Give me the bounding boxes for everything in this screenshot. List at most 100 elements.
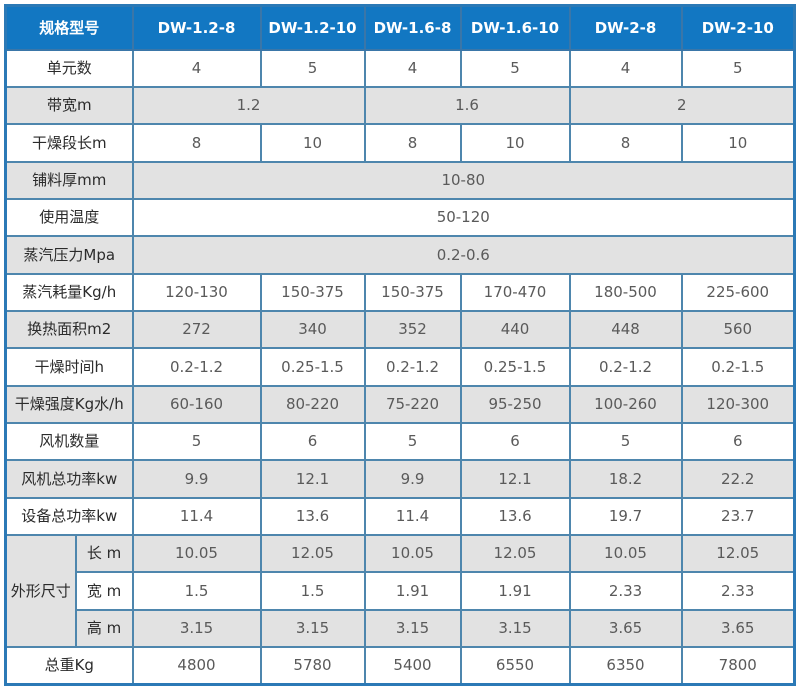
spec-cell: 0.2-1.2 bbox=[363, 347, 462, 387]
spec-cell: 1.2 bbox=[131, 85, 366, 126]
table-row: 干燥强度Kg水/h 60-160 80-220 75-220 95-250 100-260… bbox=[4, 384, 796, 424]
spec-cell: 0.2-1.2 bbox=[131, 347, 262, 387]
spec-cell: 6 bbox=[680, 421, 796, 462]
spec-cell: 10 bbox=[259, 123, 366, 163]
spec-cell: 9.9 bbox=[131, 459, 262, 499]
spec-cell: 10.05 bbox=[568, 533, 683, 574]
spec-cell: 0.2-0.6 bbox=[131, 235, 796, 275]
table-row: 蒸汽耗量Kg/h 120-130 150-375 150-375 170-470 180-… bbox=[4, 272, 796, 312]
spec-cell: 352 bbox=[363, 309, 462, 350]
spec-cell: 3.15 bbox=[131, 608, 262, 649]
table-row: 换热面积m2 272 340 352 440 448 560 bbox=[4, 309, 796, 350]
model-header: DW-1.2-10 bbox=[259, 4, 366, 51]
table-row: 蒸汽压力Mpa 0.2-0.6 bbox=[4, 235, 796, 275]
spec-cell: 5 bbox=[568, 421, 683, 462]
spec-cell: 6350 bbox=[568, 646, 683, 686]
spec-cell: 50-120 bbox=[131, 197, 796, 238]
spec-cell: 448 bbox=[568, 309, 683, 350]
spec-cell: 10.05 bbox=[131, 533, 262, 574]
table-row: 干燥段长m 8 10 8 10 8 10 bbox=[4, 123, 796, 163]
spec-cell: 2 bbox=[568, 85, 796, 126]
spec-cell: 1.91 bbox=[363, 571, 462, 611]
spec-cell: 13.6 bbox=[259, 496, 366, 536]
spec-cell: 150-375 bbox=[363, 272, 462, 312]
row-label: 铺料厚mm bbox=[4, 160, 134, 200]
row-label: 设备总功率kw bbox=[4, 496, 134, 536]
spec-cell: 560 bbox=[680, 309, 796, 350]
spec-cell: 170-470 bbox=[459, 272, 571, 312]
spec-cell: 6 bbox=[259, 421, 366, 462]
spec-cell: 5 bbox=[131, 421, 262, 462]
row-label: 风机总功率kw bbox=[4, 459, 134, 499]
model-header: DW-2-8 bbox=[568, 4, 683, 51]
spec-cell: 2.33 bbox=[680, 571, 796, 611]
row-label: 蒸汽耗量Kg/h bbox=[4, 272, 134, 312]
spec-cell: 5400 bbox=[363, 646, 462, 686]
spec-cell: 120-300 bbox=[680, 384, 796, 424]
spec-cell: 8 bbox=[363, 123, 462, 163]
spec-cell: 4 bbox=[131, 48, 262, 88]
spec-cell: 60-160 bbox=[131, 384, 262, 424]
spec-cell: 0.25-1.5 bbox=[459, 347, 571, 387]
spec-cell: 4 bbox=[568, 48, 683, 88]
spec-cell: 4 bbox=[363, 48, 462, 88]
spec-cell: 180-500 bbox=[568, 272, 683, 312]
table-row: 使用温度 50-120 bbox=[4, 197, 796, 238]
spec-cell: 3.65 bbox=[568, 608, 683, 649]
row-label: 干燥时间h bbox=[4, 347, 134, 387]
spec-cell: 10.05 bbox=[363, 533, 462, 574]
spec-cell: 13.6 bbox=[459, 496, 571, 536]
table-row: 高 m 3.15 3.15 3.15 3.15 3.65 3.65 bbox=[6, 608, 796, 649]
spec-cell: 12.05 bbox=[680, 533, 796, 574]
table-row: 干燥时间h 0.2-1.2 0.25-1.5 0.2-1.2 0.25-1.5 0.2-1… bbox=[4, 347, 796, 387]
row-label: 换热面积m2 bbox=[4, 309, 134, 350]
table-row: 总重Kg 4800 5780 5400 6550 6350 7800 bbox=[4, 646, 796, 686]
table-row: 设备总功率kw 11.4 13.6 11.4 13.6 19.7 23.7 bbox=[4, 496, 796, 536]
model-header: DW-1.6-8 bbox=[363, 4, 462, 51]
spec-cell: 10-80 bbox=[131, 160, 796, 200]
row-label: 单元数 bbox=[4, 48, 134, 88]
model-header: DW-2-10 bbox=[680, 4, 796, 51]
dimension-sub-label: 高 m bbox=[74, 608, 134, 649]
spec-cell: 12.1 bbox=[259, 459, 366, 499]
spec-table-body: 单元数 4 5 4 5 4 5 带宽m 1.2 1.6 2 干燥段长m 8 10 8 10 8 10 铺料厚mm 10… bbox=[4, 48, 796, 686]
spec-cell: 22.2 bbox=[680, 459, 796, 499]
spec-cell: 272 bbox=[131, 309, 262, 350]
spec-cell: 10 bbox=[459, 123, 571, 163]
spec-cell: 5 bbox=[363, 421, 462, 462]
spec-cell: 9.9 bbox=[363, 459, 462, 499]
spec-cell: 8 bbox=[568, 123, 683, 163]
spec-cell: 5 bbox=[680, 48, 796, 88]
dimension-group-label: 外形尺寸 bbox=[4, 533, 77, 649]
spec-cell: 10 bbox=[680, 123, 796, 163]
row-label: 风机数量 bbox=[4, 421, 134, 462]
spec-cell: 3.15 bbox=[259, 608, 366, 649]
spec-cell: 0.2-1.5 bbox=[680, 347, 796, 387]
spec-cell: 3.15 bbox=[459, 608, 571, 649]
spec-cell: 75-220 bbox=[363, 384, 462, 424]
spec-cell: 1.6 bbox=[363, 85, 571, 126]
spec-cell: 1.5 bbox=[131, 571, 262, 611]
spec-cell: 7800 bbox=[680, 646, 796, 686]
spec-table-header: 规格型号 DW-1.2-8 DW-1.2-10 DW-1.6-8 DW-1.6-10 DW… bbox=[4, 4, 796, 51]
spec-cell: 5 bbox=[459, 48, 571, 88]
spec-cell: 1.91 bbox=[459, 571, 571, 611]
spec-cell: 95-250 bbox=[459, 384, 571, 424]
row-label: 干燥段长m bbox=[4, 123, 134, 163]
spec-cell: 1.5 bbox=[259, 571, 366, 611]
spec-cell: 12.1 bbox=[459, 459, 571, 499]
row-label: 干燥强度Kg水/h bbox=[4, 384, 134, 424]
spec-cell: 0.25-1.5 bbox=[259, 347, 366, 387]
spec-model-label: 规格型号 bbox=[4, 4, 134, 51]
spec-cell: 225-600 bbox=[680, 272, 796, 312]
spec-cell: 11.4 bbox=[131, 496, 262, 536]
spec-cell: 0.2-1.2 bbox=[568, 347, 683, 387]
table-row: 外形尺寸长 m 10.05 12.05 10.05 12.05 10.05 12.05 bbox=[4, 533, 796, 649]
dryer-spec-table: 规格型号 DW-1.2-8 DW-1.2-10 DW-1.6-8 DW-1.6-10 DW… bbox=[4, 4, 796, 686]
spec-cell: 5 bbox=[259, 48, 366, 88]
spec-cell: 6 bbox=[459, 421, 571, 462]
spec-cell: 120-130 bbox=[131, 272, 262, 312]
spec-cell: 3.15 bbox=[363, 608, 462, 649]
table-row: 带宽m 1.2 1.6 2 bbox=[4, 85, 796, 126]
